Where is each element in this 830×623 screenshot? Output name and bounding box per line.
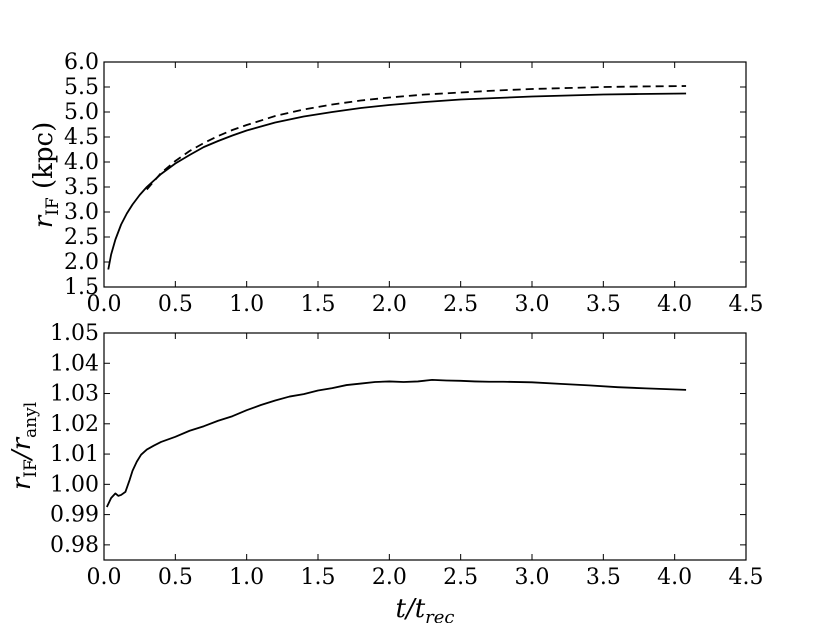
- bottom-ytick-label: 1.03: [50, 382, 99, 407]
- bottom-ylabel-sub2: anyl: [21, 402, 41, 438]
- top-ytick-label: 5.5: [64, 75, 99, 100]
- top-xtick-label: 1.5: [301, 292, 336, 317]
- top-ytick-label: 3.5: [64, 175, 99, 200]
- bottom-xtick-label: 0.5: [158, 565, 193, 590]
- top-y-axis-label: rIF (kpc): [29, 122, 63, 228]
- bottom-xtick-label: 4.5: [729, 565, 764, 590]
- top-xtick-label: 0.5: [158, 292, 193, 317]
- top-xtick-label: 1.0: [229, 292, 264, 317]
- top-ticks: 0.0 0.5 1.0 1.5 2.0 2.5 3.0 3.5 4.0 4.51.52.02.53…: [64, 50, 764, 317]
- bottom-ticks: 0.0 0.5 1.0 1.5 2.0 2.5 3.0 3.5 4.0 4.5 0.98 0.99 1.…: [50, 321, 763, 590]
- top-ytick-label: 1.5: [64, 275, 99, 300]
- top-ytick-label: 2.5: [64, 225, 99, 250]
- top-xtick-label: 2.0: [372, 292, 407, 317]
- bottom-xtick-label: 3.5: [586, 565, 621, 590]
- top-ytick-label: 4.5: [64, 125, 99, 150]
- bottom-ytick-label: 0.98: [50, 533, 99, 558]
- top-xtick-label: 4.5: [729, 292, 764, 317]
- bottom-xtick-label: 2.0: [372, 565, 407, 590]
- top-ylabel-r: r: [29, 214, 59, 228]
- bottom-ylabel-slash: /r: [7, 436, 37, 462]
- top-xtick-label: 3.0: [515, 292, 550, 317]
- bottom-xtick-label: 1.0: [229, 565, 264, 590]
- xlabel-slash: /t: [403, 594, 426, 623]
- bottom-ytick-label: 0.99: [50, 503, 99, 528]
- bottom-xtick-label: 1.5: [301, 565, 336, 590]
- bottom-ytick-label: 1.01: [50, 442, 99, 467]
- bottom-ylabel-r1: r: [7, 476, 37, 490]
- bottom-xtick-label: 0.0: [87, 565, 122, 590]
- xlabel-sub: rec: [425, 607, 454, 623]
- bottom-panel: 0.0 0.5 1.0 1.5 2.0 2.5 3.0 3.5 4.0 4.5 0.98 0.99 1.…: [7, 321, 764, 623]
- bottom-ylabel-sub1: IF: [21, 459, 41, 478]
- bottom-xtick-label: 2.5: [443, 565, 478, 590]
- top-ytick-label: 6.0: [64, 50, 99, 75]
- top-panel: 0.0 0.5 1.0 1.5 2.0 2.5 3.0 3.5 4.0 4.51.52.02.53…: [29, 50, 764, 317]
- top-ylabel-sub: IF: [43, 197, 63, 216]
- bottom-plot-frame: [103, 332, 747, 561]
- top-series: [107, 85, 687, 270]
- top-series-solid-line: [107, 92, 687, 270]
- bottom-xtick-label: 4.0: [657, 565, 692, 590]
- top-ytick-label: 4.0: [64, 150, 99, 175]
- top-series-dashed-line: [146, 85, 687, 191]
- bottom-ytick-label: 1.04: [50, 351, 99, 376]
- top-ytick-label: 5.0: [64, 100, 99, 125]
- top-ylabel-units: (kpc): [29, 122, 59, 198]
- bottom-series-solid-line: [106, 379, 687, 508]
- bottom-xtick-label: 3.0: [515, 565, 550, 590]
- xlabel-t: t: [395, 594, 406, 623]
- bottom-ytick-label: 1.00: [50, 472, 99, 497]
- top-plot-frame: [103, 61, 747, 288]
- top-ytick-label: 3.0: [64, 200, 99, 225]
- bottom-series: [106, 379, 687, 508]
- x-axis-label: t/trec: [395, 594, 454, 623]
- top-xtick-label: 4.0: [657, 292, 692, 317]
- top-xtick-label: 0.0: [87, 292, 122, 317]
- top-xtick-label: 3.5: [586, 292, 621, 317]
- bottom-y-axis-label: rIF/ranyl: [7, 402, 41, 490]
- top-xtick-label: 2.5: [443, 292, 478, 317]
- bottom-ytick-label: 1.02: [50, 412, 99, 437]
- bottom-ytick-label: 1.05: [50, 321, 99, 346]
- top-ytick-label: 2.0: [64, 250, 99, 275]
